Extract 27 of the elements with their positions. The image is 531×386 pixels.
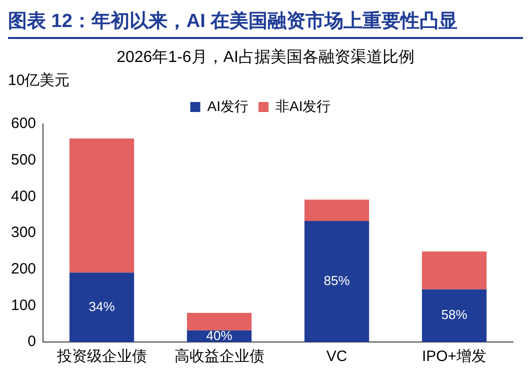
annotation: 85% <box>324 273 350 288</box>
y-tick-label: 0 <box>28 333 36 350</box>
y-tick-label: 400 <box>10 188 36 205</box>
x-tick-label: 高收益企业债 <box>174 348 264 366</box>
annotation: 58% <box>441 307 468 322</box>
bar <box>69 272 134 342</box>
bar <box>422 289 487 342</box>
y-tick-label: 600 <box>10 115 36 132</box>
bar <box>304 200 370 222</box>
x-tick-label: 投资级企业债 <box>56 348 147 366</box>
legend-label: AI发行 <box>207 98 249 114</box>
legend-label: 非AI发行 <box>276 98 331 114</box>
chart-title: 图表 12：年初以来，AI 在美国融资市场上重要性凸显 <box>8 8 523 39</box>
chart-subtitle: 2026年1-6月，AI占据美国各融资渠道比例 <box>116 48 416 68</box>
x-tick-label: VC <box>326 348 348 366</box>
y-tick-label: 300 <box>10 224 36 242</box>
x-tick-label: IPO+增发 <box>422 348 487 366</box>
y-tick-label: 500 <box>10 151 36 168</box>
y-tick-label: 200 <box>10 260 36 278</box>
bar <box>304 221 370 342</box>
annotation: 40% <box>206 328 233 343</box>
bar <box>186 312 252 330</box>
bar <box>69 138 134 273</box>
annotation: 34% <box>88 298 116 314</box>
y-tick-label: 100 <box>10 296 36 314</box>
y-axis-title: 10亿美元 <box>8 72 70 90</box>
bar <box>422 252 487 290</box>
